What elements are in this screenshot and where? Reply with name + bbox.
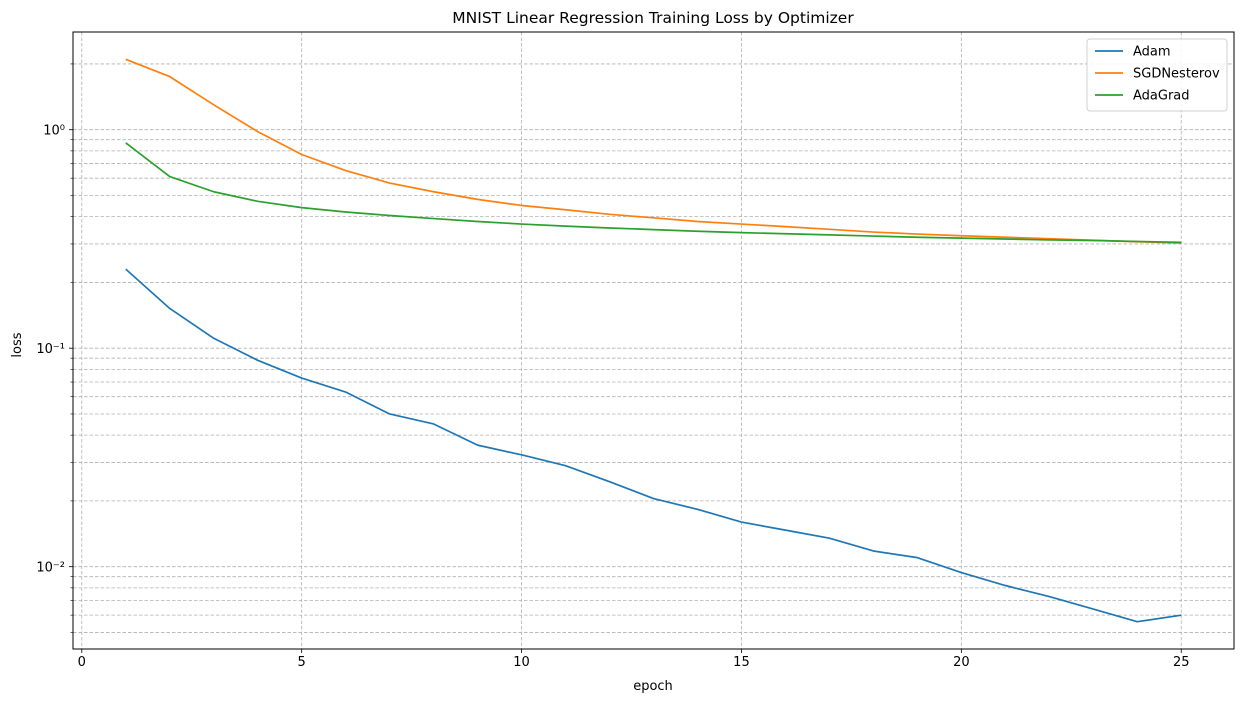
x-axis-label: epoch (633, 679, 673, 694)
legend-label: Adam (1133, 45, 1171, 60)
legend: Adam SGDNesterov AdaGrad (1086, 38, 1228, 112)
y-axis-label: loss (10, 332, 25, 357)
x-tick-label: 15 (733, 655, 750, 670)
series-line-adam (125, 268, 1182, 623)
series-layer (125, 58, 1182, 623)
x-tick-label: 5 (298, 655, 306, 670)
x-tick-label: 20 (953, 655, 970, 670)
series-line-adagrad (125, 142, 1182, 244)
plot-frame (72, 31, 1235, 650)
y-tick-label: 10⁻² (36, 561, 65, 576)
legend-box (1086, 38, 1228, 112)
chart-title: MNIST Linear Regression Training Loss by… (452, 9, 854, 27)
legend-label: SGDNesterov (1133, 67, 1220, 82)
legend-label: AdaGrad (1133, 89, 1190, 104)
x-tick-label: 0 (78, 655, 86, 670)
x-tick-label: 25 (1173, 655, 1190, 670)
series-line-sgdnesterov (125, 58, 1182, 244)
y-axis-ticks: 10⁰ 10⁻¹ 10⁻² (36, 63, 73, 633)
x-tick-label: 10 (513, 655, 530, 670)
y-tick-label: 10⁰ (43, 124, 65, 139)
x-axis-ticks: 0 5 10 15 20 25 (78, 649, 1190, 670)
y-tick-label: 10⁻¹ (36, 342, 65, 357)
grid (73, 32, 1234, 649)
